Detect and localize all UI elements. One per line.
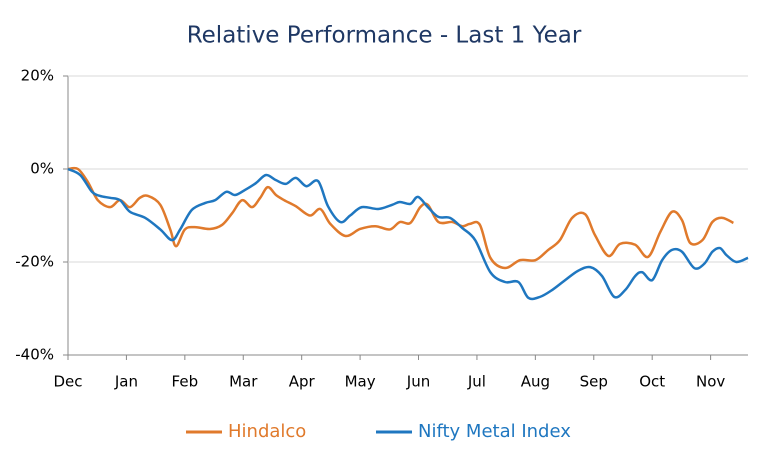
x-tick-label: Jul: [467, 373, 486, 391]
x-tick-label: Sep: [580, 373, 608, 391]
x-tick-label: Feb: [172, 373, 199, 391]
x-tick-label: Oct: [639, 373, 665, 391]
y-tick-label: -40%: [15, 346, 54, 364]
y-tick-label: 0%: [30, 160, 54, 178]
x-tick-label: Aug: [521, 373, 550, 391]
x-tick-label: Mar: [229, 373, 258, 391]
x-tick-label: Apr: [289, 373, 316, 391]
x-tick-label: Dec: [53, 373, 82, 391]
y-tick-label: 20%: [21, 67, 54, 85]
x-tick-label: May: [345, 373, 376, 391]
x-tick-label: Jun: [406, 373, 430, 391]
x-tick-label: Nov: [696, 373, 725, 391]
line-series: [67, 166, 734, 270]
y-tick-label: -20%: [15, 253, 54, 271]
legend-label: Hindalco: [228, 421, 306, 442]
chart-title: Relative Performance - Last 1 Year: [187, 23, 582, 49]
line-series: [67, 167, 749, 301]
x-tick-label: Jan: [114, 373, 138, 391]
legend-label: Nifty Metal Index: [418, 421, 571, 442]
